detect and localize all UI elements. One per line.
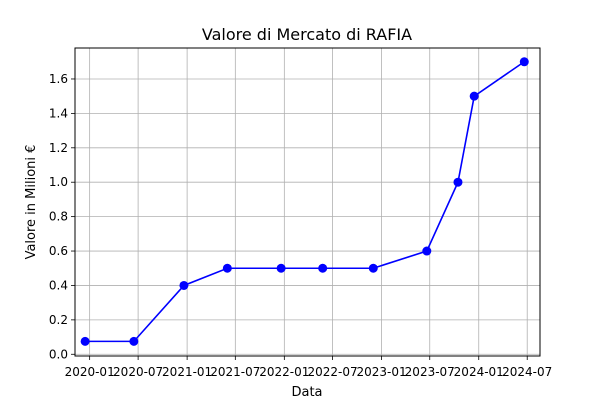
data-point xyxy=(469,91,479,101)
y-axis-label: Valore in Milioni € xyxy=(24,145,39,260)
x-tick-label: 2020-01 xyxy=(65,365,115,379)
x-axis-ticks: 2020-012020-072021-012021-072022-012022-… xyxy=(65,356,552,379)
x-tick-label: 2023-01 xyxy=(356,365,406,379)
y-tick-label: 1.0 xyxy=(49,175,68,189)
data-point xyxy=(179,280,189,290)
x-tick-label: 2021-07 xyxy=(210,365,260,379)
x-tick-label: 2024-07 xyxy=(502,365,552,379)
data-point xyxy=(519,57,529,67)
y-tick-label: 1.6 xyxy=(49,72,68,86)
plot-frame xyxy=(74,47,541,357)
x-tick-label: 2022-07 xyxy=(307,365,357,379)
x-tick-label: 2023-07 xyxy=(405,365,455,379)
x-tick-label: 2021-01 xyxy=(162,365,212,379)
data-point xyxy=(222,263,232,273)
data-point xyxy=(80,336,90,346)
y-tick-label: 1.4 xyxy=(49,106,68,120)
data-point xyxy=(453,177,463,187)
y-tick-label: 0.4 xyxy=(49,278,68,292)
y-axis-ticks: 0.0 0.2 0.4 0.6 0.8 1.0 1.2 1.4 1.6 xyxy=(49,72,75,361)
chart-title: Valore di Mercato di RAFIA xyxy=(202,25,412,44)
data-point xyxy=(422,246,432,256)
x-axis-label: Data xyxy=(291,385,322,400)
y-tick-label: 1.2 xyxy=(49,141,68,155)
y-tick-label: 0.6 xyxy=(49,244,68,258)
data-point xyxy=(129,336,139,346)
x-tick-label: 2022-01 xyxy=(259,365,309,379)
data-point xyxy=(276,263,286,273)
series-layer xyxy=(80,57,529,346)
grid xyxy=(75,48,540,356)
y-tick-label: 0.8 xyxy=(49,210,68,224)
x-tick-label: 2020-07 xyxy=(113,365,163,379)
x-tick-label: 2024-01 xyxy=(454,365,504,379)
data-point xyxy=(318,263,328,273)
y-tick-label: 0.0 xyxy=(49,347,68,361)
y-tick-label: 0.2 xyxy=(49,313,68,327)
data-point xyxy=(368,263,378,273)
